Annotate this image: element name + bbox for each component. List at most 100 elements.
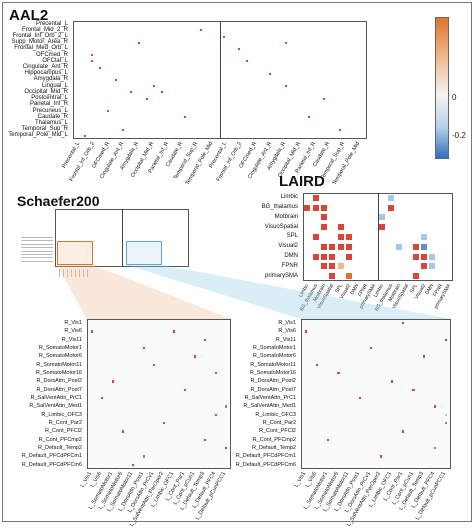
schaefer-left-cell-16 (132, 463, 135, 466)
schaefer-left-cell-8 (183, 388, 186, 391)
schaefer-left-row-label: R_SomatoMotor6 (38, 353, 82, 360)
schaefer-right-row-label: R_DorsAttn_Post2 (250, 378, 296, 385)
schaefer-overview-row-tick (21, 250, 53, 252)
schaefer-zoom-left (87, 319, 231, 469)
schaefer-left-row-label: R_Cont_PFCl2 (45, 428, 82, 435)
aal2-cell-7 (145, 97, 148, 100)
schaefer-right-cell-2 (444, 338, 447, 341)
aal2-cell-22 (284, 41, 287, 44)
laird-cell-17 (329, 263, 336, 270)
schaefer-left-cell-3 (142, 347, 145, 350)
schaefer-right-cell-3 (369, 347, 372, 350)
schaefer-right-cell-8 (358, 397, 361, 400)
laird-cell-28 (412, 243, 419, 250)
schaefer-left-row-label: R_Default_PFCdPFCm6 (21, 461, 82, 468)
schaefer-overview-col-tick (79, 269, 80, 277)
laird-cell-26 (379, 224, 386, 231)
laird-cell-12 (312, 253, 319, 260)
schaefer-left-row-label: R_Default_Temp2 (37, 444, 82, 451)
schaefer-right-cell-4 (423, 355, 426, 358)
colorbar-tick-0: 0 (452, 93, 457, 102)
schaefer-right-cell-14 (433, 447, 436, 450)
aal2-row-label: Caudate_R (37, 113, 68, 120)
aal2-cell-17 (269, 72, 272, 75)
laird-cell-16 (320, 263, 327, 270)
aal2-cell-20 (308, 116, 310, 119)
schaefer-right-cell-11 (444, 422, 447, 425)
schaefer-right-row-label: R_Default_PFCdPFCm1 (235, 453, 296, 460)
aal2-cell-3 (114, 79, 117, 81)
schaefer-left-cell-13 (204, 438, 207, 441)
laird-cell-23 (387, 194, 394, 201)
schaefer-left-cell-12 (121, 430, 125, 433)
schaefer-left-row-label: R_Vis6 (64, 328, 82, 335)
laird-row-label: FPNR (281, 262, 298, 269)
schaefer-right-cell-1 (305, 330, 308, 333)
laird-cell-1 (304, 204, 311, 211)
laird-row-label: SPL (286, 233, 298, 240)
schaefer-highlight-orange (57, 241, 93, 265)
schaefer-right-cell-12 (401, 430, 404, 433)
laird-cell-27 (420, 234, 427, 240)
laird-cell-30 (420, 253, 427, 260)
aal2-row-label: Cingulate_Ant_R (22, 64, 68, 70)
schaefer-right-row-label: R_Cont_Par2 (262, 419, 296, 426)
aal2-row-label: Frontal_Med_Orb_L (14, 45, 68, 52)
laird-row-label: DMN (284, 253, 298, 259)
schaefer-overview-col-tick (83, 269, 84, 277)
aal2-cell-19 (323, 97, 326, 100)
laird-cell-21 (320, 243, 327, 250)
laird-row-label: Limbic (280, 194, 298, 201)
laird-divider (378, 193, 379, 281)
schaefer-left-row-label: R_Limbic_OFC3 (41, 411, 82, 418)
laird-cell-9 (329, 243, 336, 250)
aal2-cell-1 (91, 54, 94, 57)
aal2-row-label: Precuneus_L (32, 107, 68, 114)
schaefer-left-cell-10 (214, 413, 217, 416)
schaefer-left-cell-11 (163, 422, 166, 425)
schaefer-left-row-label: R_Vis1 (64, 319, 82, 326)
schaefer-right-row-label: R_SomatoMotor11 (250, 361, 296, 368)
laird-cell-11 (345, 243, 352, 250)
laird-cell-32 (420, 263, 427, 270)
aal2-cell-13 (199, 29, 202, 32)
schaefer-right-cell-15 (380, 455, 383, 458)
schaefer-left-row-label: R_DorsAttn_Post2 (36, 378, 82, 385)
laird-row-label: VisuoSpatial (264, 223, 298, 230)
laird-row-label: BG_thalamus (261, 204, 298, 211)
aal2-cell-11 (83, 134, 86, 137)
schaefer-left-row-label: R_SomatoMotor11 (36, 361, 82, 368)
laird-cell-35 (412, 253, 419, 260)
schaefer-left-cell-7 (111, 380, 114, 383)
schaefer-right-row-label: R_Vis6 (278, 328, 296, 335)
laird-cell-0 (312, 194, 319, 201)
aal2-cell-2 (99, 66, 102, 69)
laird-cell-20 (345, 273, 352, 280)
aal2-row-label: Precental_L (35, 20, 68, 27)
schaefer-overview-row-tick (21, 247, 53, 249)
laird-cell-2 (312, 204, 319, 211)
schaefer-left-row-label: R_SalVentAttn_PrC1 (30, 394, 82, 401)
aal2-row-label: Temporal_Pole_Mid_L (8, 132, 68, 139)
laird-cell-34 (412, 273, 419, 280)
aal2-row-label: Lingual_L (41, 82, 68, 89)
aal2-row-label: Hippocampus_L (24, 70, 68, 77)
laird-row-label: Visual2 (278, 243, 298, 250)
schaefer-overview-col-tick (87, 269, 88, 277)
laird-row-label: Motbrain (274, 213, 298, 220)
schaefer-left-cell-6 (214, 372, 217, 375)
laird-cell-4 (320, 214, 327, 221)
laird-cell-33 (429, 263, 436, 270)
aal2-row-label: Supp_Motor_Area_R (11, 39, 68, 46)
schaefer-right-cell-7 (412, 388, 415, 391)
schaefer-left-cell-14 (224, 447, 227, 450)
schaefer-right-row-label: R_DorsAttn_Post7 (250, 386, 296, 393)
schaefer-left-cell-9 (224, 405, 227, 408)
schaefer-left-row-label: R_Vis11 (61, 336, 82, 343)
aal2-cell-8 (106, 110, 109, 113)
aal2-cell-14 (222, 35, 225, 38)
schaefer-overview-col-tick (67, 269, 68, 277)
schaefer-overview-col-tick (75, 269, 76, 277)
schaefer-zoom-right (301, 319, 451, 469)
